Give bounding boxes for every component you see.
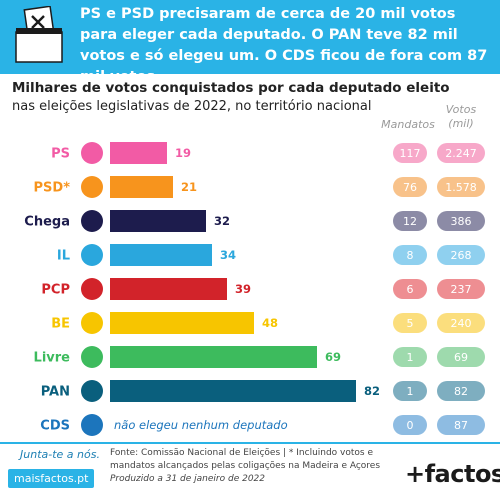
votos-value-ps: 2.247 bbox=[445, 147, 477, 160]
party-label-ps: PS bbox=[51, 147, 70, 162]
mandatos-badge-ps bbox=[393, 143, 427, 163]
mandatos-badge-chega bbox=[393, 211, 427, 231]
mandatos-badge-il bbox=[393, 245, 427, 265]
votos-badge-livre bbox=[437, 347, 485, 367]
bar-value-chega: 32 bbox=[214, 214, 230, 228]
votos-column-header: Votos (mil) bbox=[437, 103, 485, 131]
party-label-il: IL bbox=[57, 249, 70, 264]
votos-value-psd: 1.578 bbox=[445, 181, 477, 194]
bar-psd bbox=[110, 176, 173, 198]
party-logo-icon-pan bbox=[81, 380, 103, 402]
join-us-label: Junta-te a nós. bbox=[20, 448, 100, 461]
party-logo-icon-livre bbox=[81, 346, 103, 368]
mandatos-value-chega: 12 bbox=[403, 215, 417, 228]
footer-divider bbox=[0, 442, 500, 444]
mandatos-value-livre: 1 bbox=[407, 351, 414, 364]
mandatos-badge-psd bbox=[393, 177, 427, 197]
mandatos-value-pcp: 6 bbox=[407, 283, 414, 296]
votos-value-be: 240 bbox=[451, 317, 472, 330]
votos-badge-ps bbox=[437, 143, 485, 163]
mandatos-value-il: 8 bbox=[407, 249, 414, 262]
votos-value-pan: 82 bbox=[454, 385, 468, 398]
party-label-be: BE bbox=[51, 317, 70, 332]
mandatos-badge-cds bbox=[393, 415, 427, 435]
votos-value-cds: 87 bbox=[454, 419, 468, 432]
headline-banner bbox=[0, 0, 500, 74]
bar-il bbox=[110, 244, 212, 266]
votos-badge-chega bbox=[437, 211, 485, 231]
bar-pan bbox=[110, 380, 356, 402]
source-text: Fonte: Comissão Nacional de Eleições | *… bbox=[110, 448, 381, 471]
mandatos-value-pan: 1 bbox=[407, 385, 414, 398]
votos-value-chega: 386 bbox=[451, 215, 472, 228]
party-label-pan: PAN bbox=[41, 385, 70, 400]
mandatos-badge-livre bbox=[393, 347, 427, 367]
bar-ps bbox=[110, 142, 167, 164]
party-logo-icon-psd bbox=[81, 176, 103, 198]
votos-badge-pan bbox=[437, 381, 485, 401]
bar-value-be: 48 bbox=[262, 316, 278, 330]
party-logo-icon-il bbox=[81, 244, 103, 266]
party-label-livre: Livre bbox=[34, 351, 71, 366]
bar-value-psd: 21 bbox=[181, 180, 197, 194]
votos-badge-be bbox=[437, 313, 485, 333]
votos-value-livre: 69 bbox=[454, 351, 468, 364]
mandatos-badge-pcp bbox=[393, 279, 427, 299]
mandatos-value-be: 5 bbox=[407, 317, 414, 330]
bar-value-livre: 69 bbox=[325, 350, 341, 364]
party-logo-icon-cds bbox=[81, 414, 103, 436]
bar-livre bbox=[110, 346, 317, 368]
party-logo-icon-pcp bbox=[81, 278, 103, 300]
party-logo-icon-chega bbox=[81, 210, 103, 232]
mandatos-badge-be bbox=[393, 313, 427, 333]
chart-title: Milhares de votos conquistados por cada … bbox=[12, 80, 450, 96]
no-seat-note: não elegeu nenhum deputado bbox=[114, 418, 288, 432]
party-label-chega: Chega bbox=[24, 215, 70, 230]
votos-badge-il bbox=[437, 245, 485, 265]
chart-subtitle: nas eleições legislativas de 2022, no te… bbox=[12, 99, 372, 114]
bar-value-pcp: 39 bbox=[235, 282, 251, 296]
votos-value-il: 268 bbox=[451, 249, 472, 262]
party-logo-icon-ps bbox=[81, 142, 103, 164]
bar-value-pan: 82 bbox=[364, 384, 380, 398]
votos-badge-psd bbox=[437, 177, 485, 197]
mandatos-value-psd: 76 bbox=[403, 181, 417, 194]
mandatos-value-ps: 117 bbox=[400, 147, 421, 160]
bar-value-ps: 19 bbox=[175, 146, 191, 160]
votos-header-line2: (mil) bbox=[448, 117, 474, 130]
party-label-cds: CDS bbox=[40, 419, 70, 434]
bar-be bbox=[110, 312, 254, 334]
brand-logo: +factos bbox=[405, 460, 500, 488]
party-label-psd: PSD* bbox=[34, 181, 71, 196]
party-label-pcp: PCP bbox=[41, 283, 70, 298]
production-date: Produzido a 31 de janeiro de 2022 bbox=[110, 474, 265, 484]
mandatos-value-cds: 0 bbox=[407, 419, 414, 432]
source-note: Fonte: Comissão Nacional de Eleições | *… bbox=[110, 447, 385, 486]
votos-badge-cds bbox=[437, 415, 485, 435]
votos-value-pcp: 237 bbox=[451, 283, 472, 296]
mandatos-badge-pan bbox=[393, 381, 427, 401]
headline-text: PS e PSD precisaram de cerca de 20 mil v… bbox=[80, 6, 488, 85]
votos-header-line1: Votos bbox=[445, 103, 477, 116]
party-logo-icon-be bbox=[81, 312, 103, 334]
ballot-box-icon bbox=[15, 6, 63, 63]
bar-pcp bbox=[110, 278, 227, 300]
votos-badge-pcp bbox=[437, 279, 485, 299]
website-link[interactable]: maisfactos.pt bbox=[8, 469, 95, 488]
mandatos-column-header: Mandatos bbox=[381, 118, 435, 131]
bar-value-il: 34 bbox=[220, 248, 236, 262]
bar-chega bbox=[110, 210, 206, 232]
